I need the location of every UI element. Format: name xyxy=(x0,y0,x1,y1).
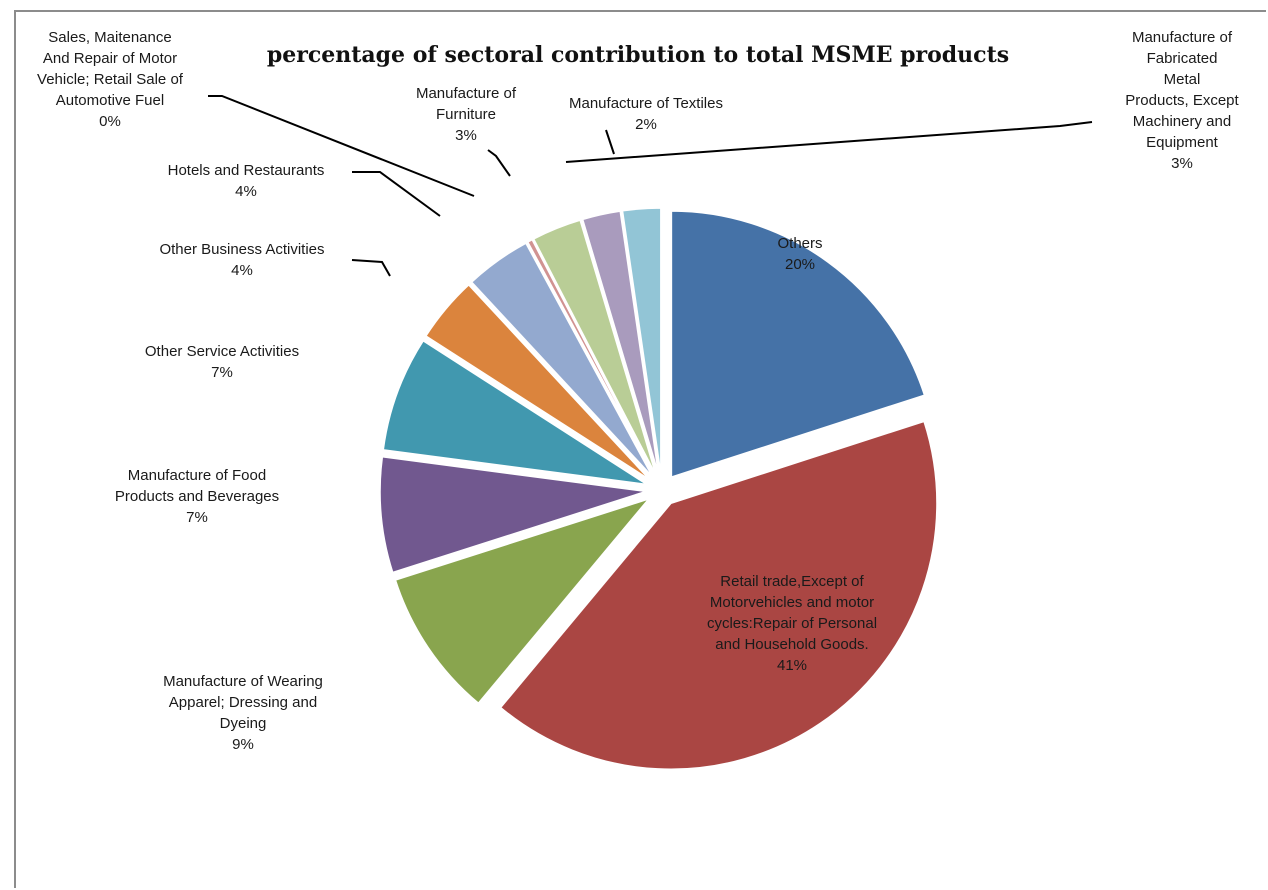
slice-label-9: Manufacture of Fabricated Metal Products, E… xyxy=(1125,29,1239,172)
pie-slice-0 xyxy=(670,210,926,479)
leader-line-10 xyxy=(605,129,615,155)
slice-label-line: Manufacture of xyxy=(1132,29,1233,46)
slice-label-line: Manufacture of Food xyxy=(128,467,266,484)
slice-value-label: 4% xyxy=(231,262,253,279)
leader-line-8 xyxy=(487,149,511,177)
slice-value-label: 9% xyxy=(232,736,254,753)
pie-slice-8 xyxy=(532,219,657,476)
leader-line-7 xyxy=(208,95,475,197)
slice-label-line: Vehicle; Retail Sale of xyxy=(37,71,184,88)
slice-value-label: 7% xyxy=(186,509,208,526)
slice-label-line: Products, Except xyxy=(1125,92,1239,109)
slice-label-line: And Repair of Motor xyxy=(43,50,177,67)
slice-label-line: Sales, Maitenance xyxy=(48,29,171,46)
slice-label-line: Dyeing xyxy=(220,715,267,732)
pie-slice-2 xyxy=(394,497,651,705)
slice-label-8: Manufacture of Furniture 3% xyxy=(416,85,517,144)
pie-slice-5 xyxy=(424,283,651,481)
slice-label-line: Manufacture of Textiles xyxy=(569,95,723,112)
leader-line-9 xyxy=(565,121,1093,163)
pie-slice-10 xyxy=(621,207,662,475)
slice-value-label: 20% xyxy=(785,256,815,273)
slice-value-label: 4% xyxy=(235,183,257,200)
slice-label-line: Apparel; Dressing and xyxy=(169,694,317,711)
leader-line-5 xyxy=(351,259,391,277)
slice-label-line: Products and Beverages xyxy=(115,488,279,505)
slice-label-4: Other Service Activities 7% xyxy=(145,343,299,381)
chart-frame xyxy=(14,10,1266,888)
chart-title: percentage of sectoral contribution to t… xyxy=(267,42,1009,68)
slice-label-line: Manufacture of Wearing xyxy=(163,673,323,690)
slice-label-line: Equipment xyxy=(1146,134,1219,151)
pie-slice-9 xyxy=(581,210,660,475)
slice-label-line: Metal xyxy=(1164,71,1201,88)
slice-label-10: Manufacture of Textiles 2% xyxy=(569,95,723,133)
slice-value-label: 3% xyxy=(1171,155,1193,172)
slice-label-0: Others 20% xyxy=(777,235,822,273)
slice-value-label: 41% xyxy=(777,657,807,674)
slice-label-line: Motorvehicles and motor xyxy=(710,594,874,611)
pie-slice-6 xyxy=(470,242,654,478)
slice-label-3: Manufacture of Food Products and Beverage… xyxy=(115,467,279,526)
pie-slice-4 xyxy=(382,339,648,486)
slice-label-line: cycles:Repair of Personal xyxy=(707,615,877,632)
slice-label-line: Manufacture of xyxy=(416,85,517,102)
pie-slice-7 xyxy=(526,238,656,477)
slice-label-2: Manufacture of Wearing Apparel; Dressing … xyxy=(163,673,323,753)
slice-label-5: Other Business Activities 4% xyxy=(159,241,324,279)
slice-value-label: 0% xyxy=(99,113,121,130)
pie-slice-3 xyxy=(379,455,647,574)
leader-line-6 xyxy=(352,171,441,217)
slice-label-line: Machinery and xyxy=(1133,113,1231,130)
slice-label-line: and Household Goods. xyxy=(715,636,868,653)
pie-slice-1 xyxy=(499,420,938,770)
slice-label-line: Hotels and Restaurants xyxy=(168,162,325,179)
slice-value-label: 3% xyxy=(455,127,477,144)
slice-label-7: Sales, Maitenance And Repair of Motor Vehi… xyxy=(37,29,184,130)
slice-value-label: 7% xyxy=(211,364,233,381)
slice-label-line: Other Business Activities xyxy=(159,241,324,258)
slice-label-line: Others xyxy=(777,235,822,252)
slice-label-line: Other Service Activities xyxy=(145,343,299,360)
slice-label-1: Retail trade,Except of Motorvehicles and … xyxy=(707,573,877,674)
slice-label-line: Fabricated xyxy=(1147,50,1218,67)
slice-value-label: 2% xyxy=(635,116,657,133)
slice-label-line: Automotive Fuel xyxy=(56,92,164,109)
slice-label-6: Hotels and Restaurants 4% xyxy=(168,162,325,200)
slice-label-line: Furniture xyxy=(436,106,496,123)
slice-label-line: Retail trade,Except of xyxy=(720,573,864,590)
